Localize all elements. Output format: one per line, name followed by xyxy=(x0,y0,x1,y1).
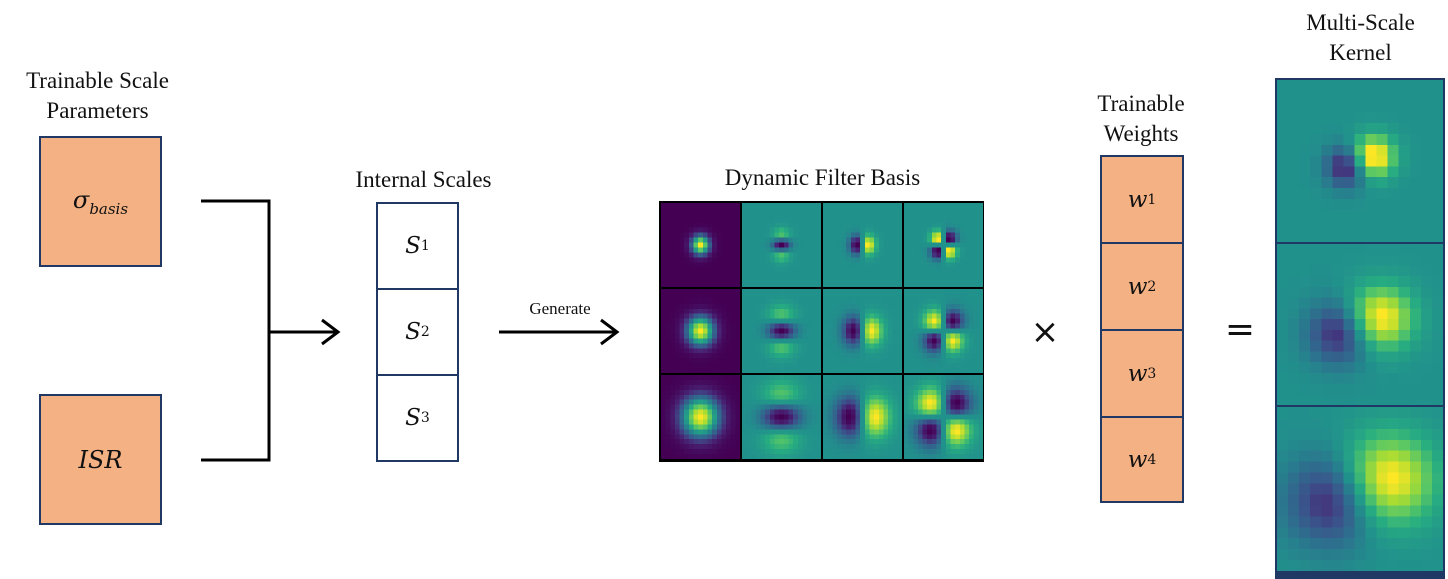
equals-sign: = xyxy=(1224,309,1256,350)
basis-tile-r2-c2 xyxy=(742,289,821,373)
kernel-title: Multi-Scale Kernel xyxy=(1275,8,1446,68)
kernel-tile-1 xyxy=(1277,80,1443,242)
internal-scales-title: Internal Scales xyxy=(355,167,492,192)
bracket-arrow-head xyxy=(321,318,341,346)
weights-title-line1: Trainable xyxy=(1097,91,1185,116)
weights-title: Trainable Weights xyxy=(1070,89,1212,149)
basis-tile-r1-c1 xyxy=(661,203,740,287)
generate-label: Generate xyxy=(529,299,591,318)
scale-params-title-line1: Trainable Scale xyxy=(26,68,169,93)
filter-basis-grid xyxy=(659,201,984,462)
basis-tile-r1-c3 xyxy=(823,203,902,287)
basis-tile-r1-c2 xyxy=(742,203,821,287)
weights-title-line2: Weights xyxy=(1103,121,1179,146)
basis-tile-r3-c3 xyxy=(823,375,902,459)
filter-basis-title: Dynamic Filter Basis xyxy=(724,165,921,190)
kernel-stack xyxy=(1275,78,1445,579)
isr-box: ISR xyxy=(39,394,162,525)
scale-params-title-line2: Parameters xyxy=(46,98,149,123)
bracket-connector xyxy=(201,199,271,462)
sigma-basis-box: σbasis xyxy=(39,136,162,267)
basis-tile-r2-c3 xyxy=(823,289,902,373)
multiply-sign: × xyxy=(1030,312,1060,352)
isr-label: ISR xyxy=(78,445,123,474)
kernel-tile-2 xyxy=(1277,244,1443,405)
basis-tile-r2-c1 xyxy=(661,289,740,373)
basis-tile-r2-c4 xyxy=(904,289,983,373)
sigma-symbol: σ xyxy=(72,185,90,214)
generate-arrow-head xyxy=(600,318,620,346)
basis-tile-r3-c4 xyxy=(904,375,983,459)
basis-tile-r1-c4 xyxy=(904,203,983,287)
sigma-subscript: basis xyxy=(89,199,129,218)
basis-tile-r3-c1 xyxy=(661,375,740,459)
kernel-title-line2: Kernel xyxy=(1329,40,1392,65)
basis-tile-r3-c2 xyxy=(742,375,821,459)
kernel-title-line1: Multi-Scale xyxy=(1306,10,1415,35)
kernel-tile-3 xyxy=(1277,407,1443,571)
scale-params-title: Trainable Scale Parameters xyxy=(0,66,195,126)
